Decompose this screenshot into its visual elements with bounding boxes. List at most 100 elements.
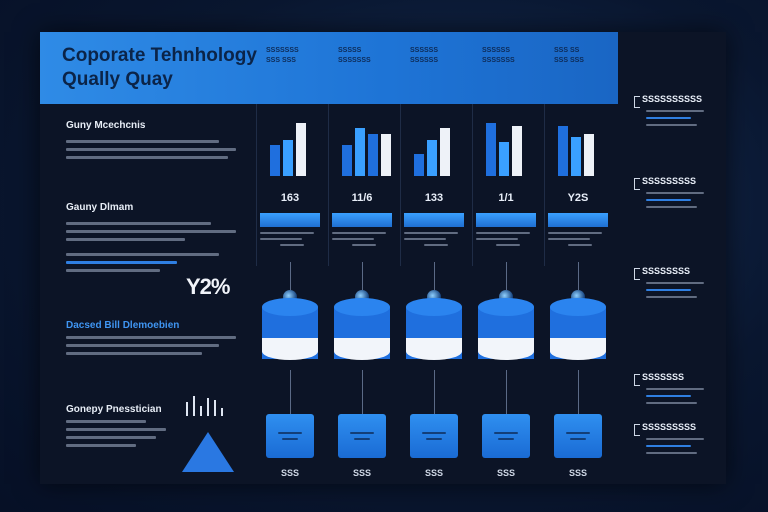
column-text <box>548 232 608 250</box>
chart-bar <box>381 134 391 176</box>
legend-text <box>646 192 710 213</box>
column-value: Y2S <box>567 192 589 204</box>
connector-line <box>578 262 579 290</box>
chart-bar <box>512 125 522 176</box>
chart-column <box>328 104 397 266</box>
chart-column <box>544 104 613 266</box>
output-box <box>482 414 530 458</box>
legend-text <box>646 110 710 131</box>
chart-bar <box>584 134 594 176</box>
text-block <box>66 140 236 164</box>
connector-line <box>434 370 435 414</box>
box-label: SSS <box>496 468 515 478</box>
chart-bar <box>296 122 306 176</box>
text-block <box>66 420 166 452</box>
output-box <box>554 414 602 458</box>
database-icon <box>406 298 462 368</box>
triangle-icon <box>182 432 234 472</box>
connector-line <box>578 370 579 414</box>
page-title: Coporate Tehnhology Qually Quay <box>62 44 262 92</box>
legend-label: SSSSSSS <box>642 372 685 382</box>
output-box <box>338 414 386 458</box>
bracket-marker <box>634 178 640 190</box>
legend-text <box>646 282 710 303</box>
column-text <box>404 232 464 250</box>
output-box <box>266 414 314 458</box>
chart-bar <box>499 142 509 176</box>
column-highlight-bar <box>260 213 320 227</box>
connector-line <box>290 262 291 290</box>
legend-label: SSSSSSSS <box>642 266 691 276</box>
chart-bar <box>270 145 280 176</box>
chart-column <box>256 104 325 266</box>
legend-label: SSSSSSSSSS <box>642 94 703 104</box>
header-banner <box>40 32 618 104</box>
column-value: 133 <box>424 192 444 204</box>
column-text <box>332 232 392 250</box>
legend-label: SSSSSSSSS <box>642 422 697 432</box>
box-label: SSS <box>568 468 587 478</box>
small-bar-chart <box>186 396 228 416</box>
chart-bar <box>558 125 568 176</box>
title-line-1: Coporate Tehnhology <box>62 45 257 66</box>
bracket-marker <box>634 424 640 436</box>
column-highlight-bar <box>548 213 608 227</box>
mini-bar-chart <box>408 112 472 176</box>
chart-column <box>472 104 541 266</box>
box-label: SSS <box>352 468 371 478</box>
output-box <box>410 414 458 458</box>
mini-bar-chart <box>552 112 616 176</box>
column-value: 11/6 <box>351 192 373 204</box>
database-icon <box>262 298 318 368</box>
connector-line <box>506 262 507 290</box>
section-title: Gonepy Pnesstician <box>66 404 162 415</box>
chart-bar <box>414 153 424 176</box>
chart-bar <box>571 136 581 176</box>
chart-bar <box>440 128 450 176</box>
dashboard-panel <box>40 32 726 484</box>
bracket-marker <box>634 96 640 108</box>
chart-bar <box>427 139 437 176</box>
connector-line <box>290 370 291 414</box>
bracket-marker <box>634 374 640 386</box>
bracket-marker <box>634 268 640 280</box>
section-title: Gauny Dlmam <box>66 202 134 213</box>
connector-line <box>362 370 363 414</box>
chart-bar <box>355 128 365 176</box>
connector-line <box>434 262 435 290</box>
database-icon <box>550 298 606 368</box>
header-column: SSSSSS SSSSSSS <box>482 47 515 64</box>
text-block <box>66 222 236 277</box>
section-title: Guny Mcechcnis <box>66 120 146 131</box>
chart-bar <box>342 145 352 176</box>
box-label: SSS <box>280 468 299 478</box>
column-value: 1/1 <box>498 192 514 204</box>
connector-line <box>362 262 363 290</box>
database-icon <box>478 298 534 368</box>
column-value: 163 <box>280 192 300 204</box>
text-block <box>66 336 236 360</box>
legend-label: SSSSSSSSS <box>642 176 697 186</box>
column-highlight-bar <box>476 213 536 227</box>
chart-bar <box>368 134 378 176</box>
chart-bar <box>486 122 496 176</box>
connector-line <box>506 370 507 414</box>
mini-bar-chart <box>480 112 544 176</box>
column-highlight-bar <box>404 213 464 227</box>
header-column: SSSSSSS SSS SSS <box>266 47 299 64</box>
database-icon <box>334 298 390 368</box>
box-label: SSS <box>424 468 443 478</box>
legend-text <box>646 388 710 409</box>
title-line-2: Qually Quay <box>62 69 173 90</box>
section-title: Dacsed Bill Dlemoebien <box>66 320 180 331</box>
column-text <box>476 232 536 250</box>
mini-bar-chart <box>336 112 400 176</box>
column-text <box>260 232 320 250</box>
header-column: SSS SS SSS SSS <box>554 47 584 64</box>
chart-bar <box>283 139 293 176</box>
mini-bar-chart <box>264 112 328 176</box>
legend-text <box>646 438 710 459</box>
chart-column <box>400 104 469 266</box>
